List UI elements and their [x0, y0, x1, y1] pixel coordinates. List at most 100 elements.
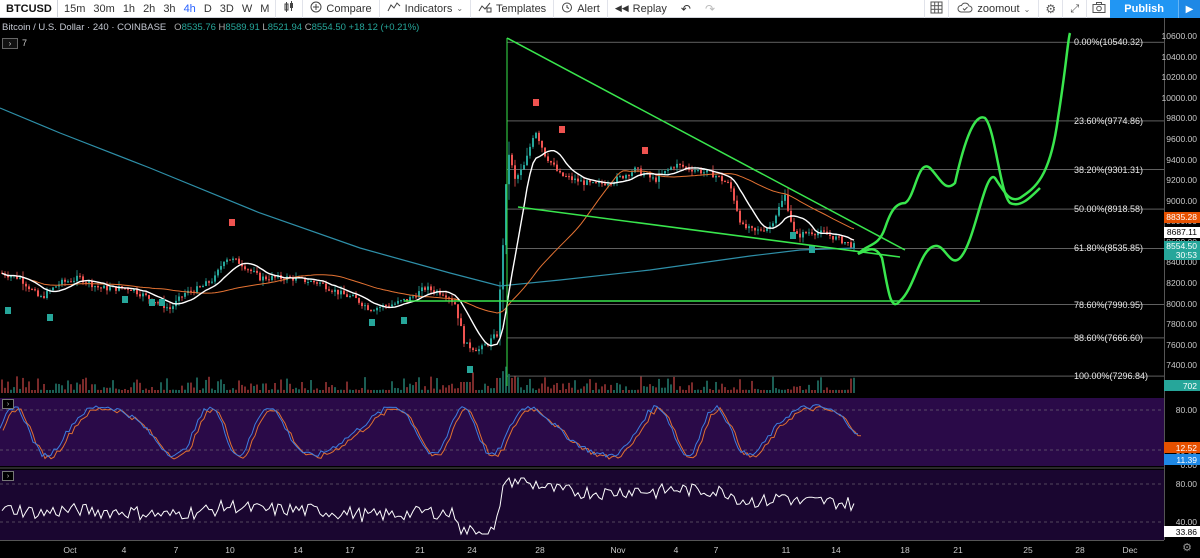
axis-settings-button[interactable]: ⚙ — [1182, 541, 1192, 554]
layout-grid-button[interactable] — [924, 0, 948, 18]
candle-body — [541, 140, 543, 148]
timeframe-4h[interactable]: 4h — [183, 2, 196, 15]
candle-body — [319, 282, 321, 284]
timeframe-30m[interactable]: 30m — [93, 2, 115, 15]
candle-body — [841, 236, 843, 244]
price-tick-label: 9800.00 — [1166, 113, 1197, 124]
candle-body — [271, 276, 273, 281]
candle-body — [76, 275, 78, 281]
volume-bar — [40, 389, 42, 393]
volume-bar — [817, 380, 819, 393]
rsi-pane-toggle[interactable]: › — [2, 471, 14, 481]
volume-bar — [7, 381, 9, 393]
candle-body — [607, 184, 609, 186]
timeframe-w[interactable]: W — [241, 2, 253, 15]
fib-label: 100.00%(7296.84) — [1074, 371, 1149, 382]
candle-body — [373, 310, 375, 312]
timeframe-3h[interactable]: 3h — [163, 2, 176, 15]
templates-button[interactable]: Templates — [470, 0, 553, 18]
timeframe-m[interactable]: M — [260, 2, 270, 15]
publish-button[interactable]: Publish — [1110, 0, 1178, 18]
candle-body — [847, 241, 849, 243]
volume-bar — [658, 378, 660, 393]
volume-bar — [193, 387, 195, 393]
volume-bar — [481, 389, 483, 393]
settings-button[interactable]: ⚙ — [1038, 0, 1062, 18]
trendline-lower — [517, 206, 901, 258]
candle-body — [103, 285, 105, 289]
volume-bar — [748, 389, 750, 393]
volume-bar — [625, 386, 627, 393]
stoch-value-tag: 11.39 — [1164, 454, 1200, 465]
candle-body — [505, 184, 507, 246]
symbol-search[interactable]: BTCUSD — [0, 0, 58, 18]
volume-bar — [652, 386, 654, 393]
undo-button[interactable]: ↶ — [674, 0, 698, 18]
candle-body — [100, 287, 102, 289]
candle-body — [199, 286, 201, 288]
timeframe-2h[interactable]: 2h — [143, 2, 156, 15]
candle-body — [370, 309, 372, 311]
volume-bar — [274, 382, 276, 393]
candle-body — [577, 178, 579, 182]
rsi-tick-label: 80.00 — [1175, 479, 1197, 489]
replay-label: Replay — [632, 2, 667, 15]
stoch-pane-toggle[interactable]: › — [2, 399, 14, 409]
chevron-down-icon: ⌄ — [1023, 4, 1031, 14]
timeframe-3d[interactable]: 3D — [219, 2, 234, 15]
volume-bar — [565, 389, 567, 393]
candle-body — [796, 231, 798, 234]
timeframe-15m[interactable]: 15m — [64, 2, 86, 15]
date-tick-label: 11 — [781, 545, 791, 555]
candle-body — [1, 272, 3, 274]
candle-body — [631, 172, 633, 176]
legend-collapse-toggle[interactable]: › — [2, 38, 18, 49]
alert-button[interactable]: Alert — [553, 0, 607, 18]
candle-body — [238, 258, 240, 264]
legend-high-label: H — [218, 22, 226, 33]
volume-bar — [757, 389, 759, 393]
volume-bar — [538, 388, 540, 393]
volume-bar — [469, 381, 471, 393]
volume-bar — [13, 387, 15, 393]
timeframe-1h[interactable]: 1h — [122, 2, 136, 15]
volume-bar — [679, 386, 681, 393]
fullscreen-button[interactable]: ⤢ — [1062, 0, 1086, 18]
layout-selector[interactable]: zoomout ⌄ — [948, 0, 1038, 18]
replay-button[interactable]: ◀◀ Replay — [606, 0, 674, 18]
volume-bar — [235, 389, 237, 393]
legend-high: 8589.91 — [225, 22, 260, 33]
volume-bar — [328, 387, 330, 393]
price-tick-label: 8000.00 — [1166, 298, 1197, 309]
date-tick-label: Dec — [1122, 545, 1138, 555]
volume-bar — [520, 387, 522, 393]
volume-bar — [553, 384, 555, 393]
volume-bar — [202, 388, 204, 393]
candle-body — [733, 188, 735, 201]
volume-bar — [55, 383, 57, 393]
signal-marker — [159, 299, 165, 306]
indicators-button[interactable]: Indicators ⌄ — [378, 0, 470, 18]
timeframe-d[interactable]: D — [203, 2, 212, 15]
volume-bar — [76, 382, 78, 393]
chart-style-button[interactable] — [275, 0, 302, 18]
volume-bar — [205, 379, 207, 393]
volume-bar — [838, 389, 840, 393]
candle-body — [493, 334, 495, 339]
volume-bar — [10, 389, 12, 393]
top-toolbar: BTCUSD 15m 30m 1h 2h 3h 4h D 3D W M Compare Indic… — [0, 0, 1200, 18]
price-chart[interactable] — [0, 18, 1164, 540]
volume-bar — [760, 390, 762, 393]
redo-button[interactable]: ↷ — [698, 0, 722, 18]
snapshot-button[interactable] — [1086, 0, 1110, 18]
candle-body — [73, 280, 75, 282]
legend-low-label: L — [262, 22, 268, 33]
price-axis[interactable]: 10600.00 10400.00 10200.00 10000.00 9800.00 9… — [1162, 18, 1200, 540]
date-axis[interactable]: Oct 4 7 10 14 17 21 24 28 Nov 4 7 11 14 18 21 25 28 Dec — [0, 540, 1164, 558]
publish-menu-button[interactable]: ▶ — [1178, 0, 1200, 18]
candle-body — [787, 194, 789, 211]
candle-body — [295, 277, 297, 281]
candle-body — [757, 229, 759, 231]
compare-button[interactable]: Compare — [302, 0, 378, 18]
legend-open: 8535.76 — [181, 22, 216, 33]
